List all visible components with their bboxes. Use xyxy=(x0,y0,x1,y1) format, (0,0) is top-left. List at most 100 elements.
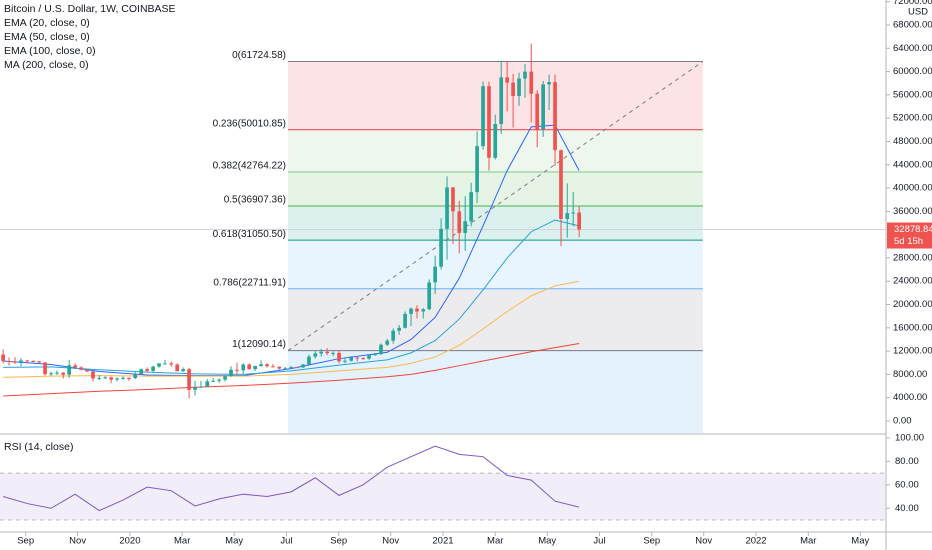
candle-body xyxy=(409,308,413,314)
legend-entry: EMA (50, close, 0) xyxy=(4,31,90,43)
candle-body xyxy=(451,187,455,212)
candle-body xyxy=(169,363,174,365)
candle-body xyxy=(541,84,545,130)
candle-body xyxy=(31,361,36,363)
x-tick-label: 2020 xyxy=(119,536,140,547)
candle-body xyxy=(247,364,252,370)
candle-body xyxy=(397,327,401,331)
candle-body xyxy=(181,369,185,372)
candle-body xyxy=(91,371,95,379)
candle-body xyxy=(427,282,432,310)
x-tick-label: Sep xyxy=(643,536,660,547)
y-tick-label: 64000.00 xyxy=(893,43,932,54)
x-tick-label: Sep xyxy=(330,536,347,547)
fib-level-label: 0.382(42764.22) xyxy=(213,161,286,172)
candle-body xyxy=(511,82,515,97)
candle-body xyxy=(7,361,11,363)
x-tick-label: Mar xyxy=(174,536,190,547)
candle-body xyxy=(481,86,485,147)
y-tick-label: 16000.00 xyxy=(893,322,932,333)
rsi-y-tick-label: 40.00 xyxy=(895,503,919,514)
candle-body xyxy=(403,313,407,328)
last-price-badge xyxy=(887,222,932,249)
fib-band xyxy=(288,240,703,289)
candle-body xyxy=(565,213,570,219)
candle-body xyxy=(13,361,17,363)
candle-body xyxy=(421,309,426,312)
candle-body xyxy=(331,352,335,354)
fib-band-below xyxy=(288,350,703,433)
candle-body xyxy=(529,71,534,94)
y-tick-label: 24000.00 xyxy=(893,276,932,287)
candle-body xyxy=(109,377,113,380)
candle-body xyxy=(97,377,102,379)
y-tick-label: 48000.00 xyxy=(893,136,932,147)
candle-body xyxy=(187,369,191,390)
y-tick-label: 12000.00 xyxy=(893,346,932,357)
rsi-y-tick-label: 80.00 xyxy=(895,456,919,467)
candle-body xyxy=(241,364,246,371)
y-tick-label: 68000.00 xyxy=(893,19,932,30)
candle-body xyxy=(439,228,443,267)
x-tick-label: May xyxy=(225,536,243,547)
last-price-label: 32878.84 xyxy=(894,224,932,235)
candle-body xyxy=(61,372,66,375)
candle-body xyxy=(19,360,23,362)
y-tick-label: 52000.00 xyxy=(893,113,932,124)
ma-line xyxy=(3,280,580,378)
candle-body xyxy=(25,360,30,362)
candle-body xyxy=(463,221,468,233)
rsi-band xyxy=(0,473,885,520)
candle-body xyxy=(445,187,449,229)
candle-body xyxy=(73,365,77,368)
candle-body xyxy=(373,354,377,356)
candle-body xyxy=(433,266,437,283)
y-tick-label: 44000.00 xyxy=(893,159,932,170)
candle-body xyxy=(67,365,72,375)
x-tick-label: Nov xyxy=(695,536,712,547)
candle-body xyxy=(505,77,509,83)
candle-body xyxy=(157,363,161,367)
candle-body xyxy=(55,372,59,374)
candle-body xyxy=(535,93,540,130)
unit-label: USD xyxy=(908,7,928,18)
candle-body xyxy=(391,330,396,341)
candle-body xyxy=(319,351,324,354)
candle-body xyxy=(385,340,390,345)
fib-level-label: 0.786(22711.91) xyxy=(213,277,286,288)
candle-body xyxy=(277,366,282,369)
candle-body xyxy=(49,373,53,375)
candle-body xyxy=(139,369,144,375)
candle-body xyxy=(43,362,47,375)
y-tick-label: 72000.00 xyxy=(893,0,932,7)
candle-body xyxy=(469,192,473,222)
legend-entry: EMA (20, close, 0) xyxy=(4,17,90,29)
candle-body xyxy=(283,368,288,370)
candle-body xyxy=(493,123,498,158)
candle-body xyxy=(163,363,167,365)
candle-body xyxy=(475,146,479,193)
candle-body xyxy=(337,352,341,362)
candle-body xyxy=(79,367,83,370)
candle-body xyxy=(199,386,203,388)
candle-body xyxy=(193,387,197,390)
candle-body xyxy=(37,361,41,363)
x-tick-label: Sep xyxy=(17,536,34,547)
fib-level-label: 0.236(50010.85) xyxy=(213,118,286,129)
candle-body xyxy=(559,150,563,219)
candle-body xyxy=(355,357,360,359)
candle-body xyxy=(289,367,293,369)
y-tick-label: 56000.00 xyxy=(893,89,932,100)
candle-body xyxy=(571,212,576,214)
legend-entry: MA (200, close, 0) xyxy=(4,59,89,71)
fib-level-label: 1(12090.14) xyxy=(232,339,286,350)
candle-body xyxy=(577,212,581,230)
y-tick-label: 8000.00 xyxy=(893,369,927,380)
candle-body xyxy=(127,377,131,379)
y-tick-label: 60000.00 xyxy=(893,66,932,77)
x-tick-label: 2021 xyxy=(432,536,453,547)
rsi-y-tick-label: 100.00 xyxy=(895,432,924,443)
